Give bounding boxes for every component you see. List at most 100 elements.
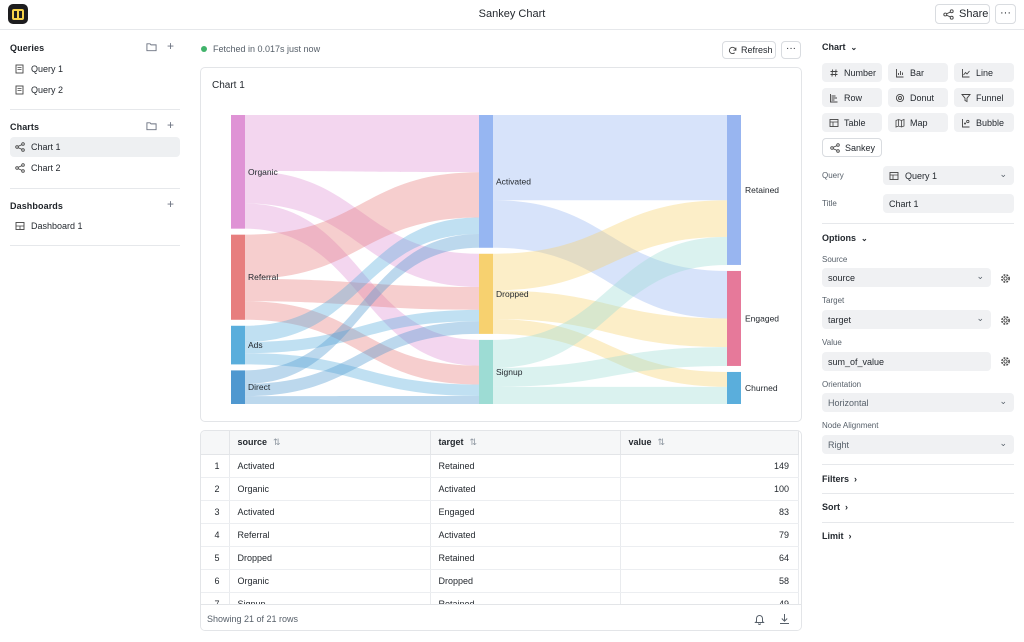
add-chart-icon[interactable]: + <box>167 118 175 132</box>
sankey-link[interactable] <box>493 200 727 291</box>
cell-target[interactable]: Dropped <box>430 569 621 593</box>
cell-source[interactable]: Activated <box>229 454 431 478</box>
more-menu-button[interactable]: ··· <box>995 4 1016 24</box>
chart-type-funnel-button[interactable]: Funnel <box>954 88 1014 107</box>
sankey-link[interactable] <box>245 115 479 173</box>
chart-type-table-button[interactable]: Table <box>822 113 882 132</box>
sankey-link[interactable] <box>245 170 479 287</box>
node-alignment-select[interactable]: Right ⌄ <box>822 435 1014 454</box>
sankey-link[interactable] <box>245 309 479 354</box>
sankey-chart[interactable]: Organic Referral Ads Direct Activated Dropped… <box>201 68 802 422</box>
sort-section-header[interactable]: Sort › <box>822 502 848 512</box>
source-settings-gear-icon[interactable] <box>996 269 1014 287</box>
column-header-source[interactable]: source ⇅ <box>229 431 431 455</box>
sankey-node[interactable] <box>231 370 245 404</box>
title-input[interactable]: Chart 1 <box>883 194 1014 213</box>
app-logo[interactable] <box>8 4 28 24</box>
sankey-link[interactable] <box>245 203 479 366</box>
sidebar-item-query-1[interactable]: Query 1 <box>10 59 180 79</box>
sankey-node[interactable] <box>727 115 741 265</box>
sankey-node[interactable] <box>479 339 493 404</box>
sankey-node[interactable] <box>727 270 741 366</box>
chart-type-line-button[interactable]: Line <box>954 63 1014 82</box>
filters-section-header[interactable]: Filters › <box>822 474 858 484</box>
table-row[interactable]: 6 Organic Dropped 58 <box>201 569 799 593</box>
sort-icon[interactable]: ⇅ <box>469 436 478 447</box>
sankey-node[interactable] <box>727 371 741 404</box>
source-select[interactable]: source ⌄ <box>822 268 991 287</box>
cell-value[interactable]: 58 <box>620 569 799 593</box>
cell-source[interactable]: Activated <box>229 500 431 524</box>
sankey-link[interactable] <box>245 217 479 343</box>
table-row[interactable]: 4 Referral Activated 79 <box>201 523 799 547</box>
table-row[interactable]: 1 Activated Retained 149 <box>201 454 799 478</box>
cell-value[interactable]: 149 <box>620 454 799 478</box>
cell-source[interactable]: Referral <box>229 523 431 547</box>
sidebar-item-dashboard-1[interactable]: Dashboard 1 <box>10 216 180 236</box>
table-row[interactable]: 5 Dropped Retained 64 <box>201 546 799 570</box>
sankey-node[interactable] <box>479 253 493 334</box>
sankey-node[interactable] <box>231 234 245 320</box>
cell-target[interactable]: Activated <box>430 523 621 547</box>
value-select[interactable]: sum_of_value <box>822 352 991 371</box>
value-settings-gear-icon[interactable] <box>996 352 1014 370</box>
cell-target[interactable]: Activated <box>430 477 621 501</box>
sankey-link[interactable] <box>245 301 479 385</box>
sankey-node[interactable] <box>231 115 245 229</box>
new-folder-icon[interactable] <box>146 42 157 52</box>
sort-icon[interactable]: ⇅ <box>273 436 281 447</box>
orientation-select[interactable]: Horizontal ⌄ <box>822 393 1014 412</box>
chart-type-bubble-button[interactable]: Bubble <box>954 113 1014 132</box>
column-header-target[interactable]: target ⇅ <box>430 431 621 455</box>
sankey-link[interactable] <box>245 395 479 404</box>
query-select[interactable]: Query 1 ⌄ <box>883 166 1014 185</box>
column-header-value[interactable]: value ⇅ <box>620 431 799 455</box>
new-folder-icon[interactable] <box>146 121 157 131</box>
sidebar-item-query-2[interactable]: Query 2 <box>10 80 180 100</box>
cell-value[interactable]: 83 <box>620 500 799 524</box>
sankey-link[interactable] <box>493 290 727 348</box>
sankey-link[interactable] <box>245 172 479 279</box>
chart-type-sankey-button[interactable]: Sankey <box>822 138 882 157</box>
cell-target[interactable]: Retained <box>430 546 621 570</box>
chart-type-donut-button[interactable]: Donut <box>888 88 948 107</box>
chart-section-header[interactable]: Chart ⌄ <box>822 42 858 52</box>
target-select[interactable]: target ⌄ <box>822 310 991 329</box>
chart-type-number-button[interactable]: Number <box>822 63 882 82</box>
chart-type-row-button[interactable]: Row <box>822 88 882 107</box>
sankey-link[interactable] <box>245 278 479 310</box>
sankey-link[interactable] <box>493 386 727 404</box>
sankey-link[interactable] <box>493 200 727 319</box>
sankey-link[interactable] <box>245 353 479 396</box>
cell-value[interactable]: 79 <box>620 523 799 547</box>
table-row[interactable]: 2 Organic Activated 100 <box>201 477 799 501</box>
limit-section-header[interactable]: Limit › <box>822 531 852 541</box>
share-button[interactable]: Share <box>935 4 990 24</box>
sankey-link[interactable] <box>493 236 727 368</box>
sankey-node[interactable] <box>231 325 245 365</box>
sidebar-item-chart-1[interactable]: Chart 1 <box>10 137 180 157</box>
chart-type-bar-button[interactable]: Bar <box>888 63 948 82</box>
cell-target[interactable]: Retained <box>430 454 621 478</box>
target-settings-gear-icon[interactable] <box>996 311 1014 329</box>
cell-value[interactable]: 100 <box>620 477 799 501</box>
options-section-header[interactable]: Options ⌄ <box>822 233 868 243</box>
sankey-link[interactable] <box>493 115 727 201</box>
sidebar-item-chart-2[interactable]: Chart 2 <box>10 158 180 178</box>
table-row[interactable]: 3 Activated Engaged 83 <box>201 500 799 524</box>
sankey-link[interactable] <box>245 234 479 384</box>
chart-more-button[interactable]: ··· <box>781 41 801 59</box>
sankey-link[interactable] <box>245 321 479 397</box>
cell-source[interactable]: Organic <box>229 477 431 501</box>
sankey-link[interactable] <box>493 319 727 387</box>
sankey-node[interactable] <box>479 115 493 248</box>
cell-value[interactable]: 64 <box>620 546 799 570</box>
refresh-button[interactable]: Refresh <box>722 41 776 59</box>
cell-source[interactable]: Organic <box>229 569 431 593</box>
sankey-link[interactable] <box>493 347 727 387</box>
cell-source[interactable]: Dropped <box>229 546 431 570</box>
chart-type-map-button[interactable]: Map <box>888 113 948 132</box>
add-dashboard-icon[interactable]: + <box>167 197 175 211</box>
sort-icon[interactable]: ⇅ <box>657 436 666 447</box>
bell-icon[interactable] <box>754 613 765 625</box>
